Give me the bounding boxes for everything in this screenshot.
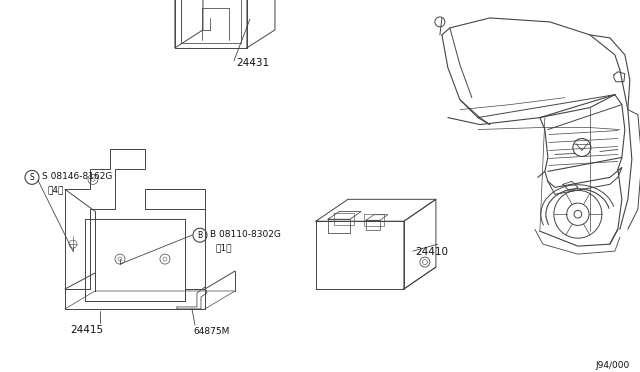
Text: （4）: （4） [48,185,65,194]
Text: 64875M: 64875M [193,327,229,336]
Text: S 08146-8162G: S 08146-8162G [42,172,113,182]
Text: 24410: 24410 [415,247,448,257]
Text: J94∕000: J94∕000 [596,361,630,370]
Text: S: S [29,173,35,182]
Text: （1）: （1） [216,243,232,252]
Text: 24415: 24415 [70,325,103,335]
Text: B 08110-8302G: B 08110-8302G [210,230,281,239]
Text: 24431: 24431 [236,58,269,68]
Text: B: B [197,231,202,240]
